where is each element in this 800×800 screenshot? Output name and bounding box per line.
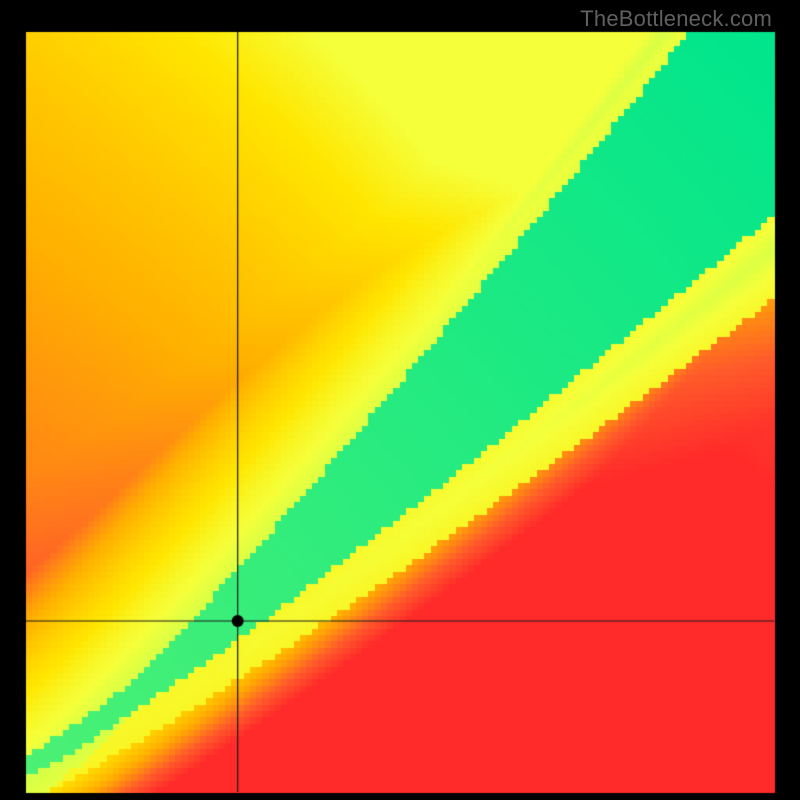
chart-container: { "watermark": { "text": "TheBottleneck.… — [0, 0, 800, 800]
bottleneck-heatmap — [0, 0, 800, 800]
watermark-text: TheBottleneck.com — [580, 6, 772, 32]
